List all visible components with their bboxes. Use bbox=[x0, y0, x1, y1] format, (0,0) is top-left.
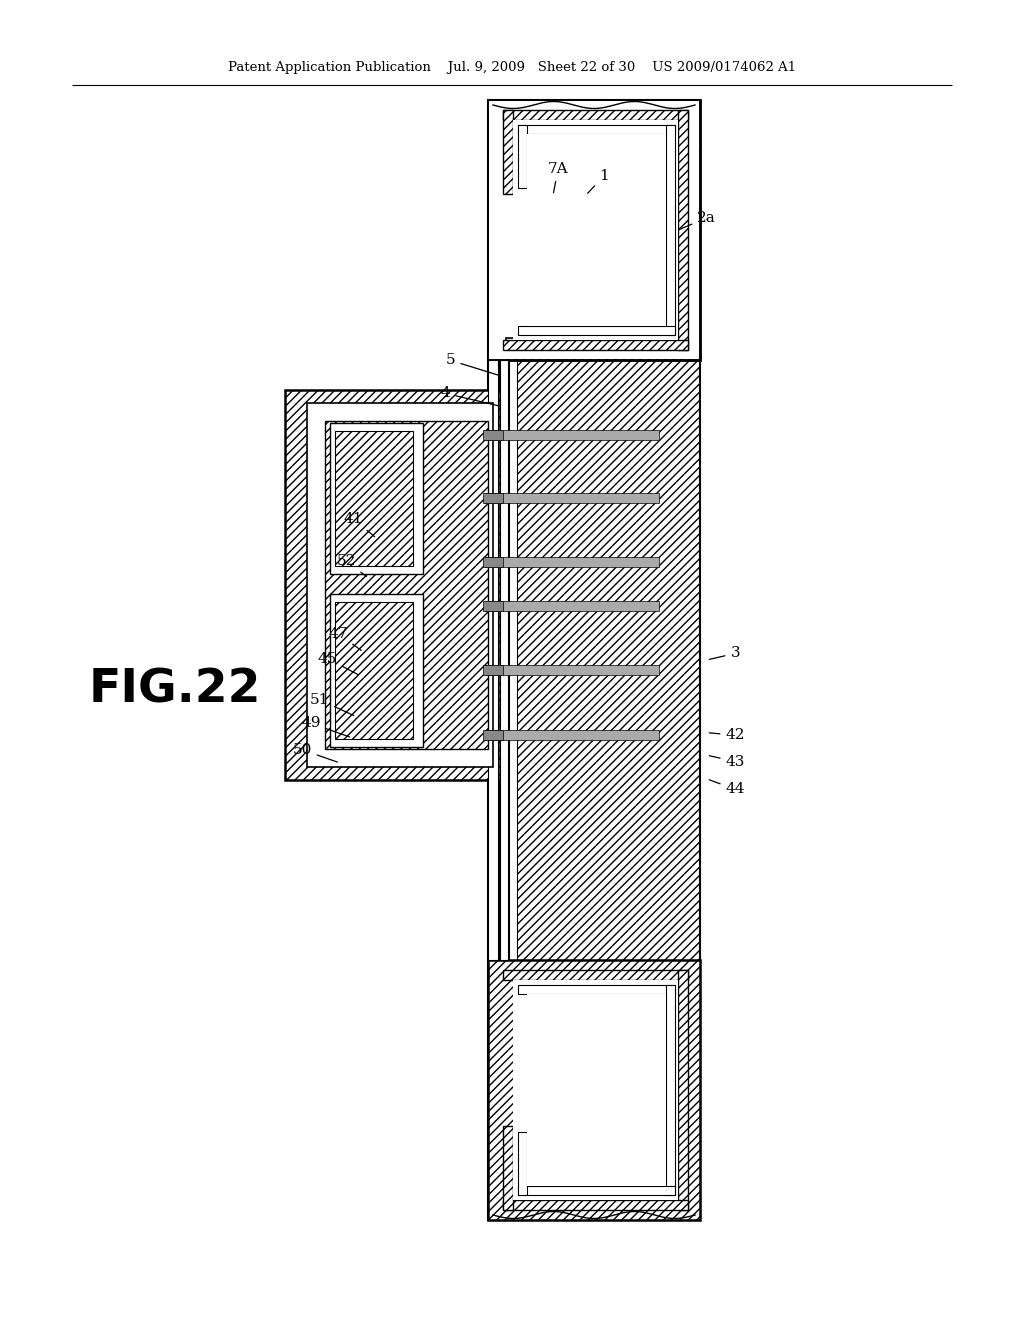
Bar bbox=[489, 102, 699, 359]
Text: 4: 4 bbox=[440, 387, 499, 407]
Bar bbox=[503, 341, 688, 350]
Text: 42: 42 bbox=[710, 729, 745, 742]
Bar bbox=[527, 135, 666, 326]
Text: 1: 1 bbox=[588, 169, 609, 193]
Bar bbox=[485, 430, 658, 440]
Bar bbox=[510, 265, 688, 348]
Bar bbox=[488, 960, 700, 1220]
Text: 45: 45 bbox=[318, 652, 358, 675]
Bar bbox=[485, 557, 658, 568]
Text: 49: 49 bbox=[301, 717, 349, 737]
Bar bbox=[307, 403, 494, 767]
Bar bbox=[509, 106, 517, 1214]
Bar bbox=[499, 106, 507, 1214]
Bar bbox=[335, 602, 414, 739]
Bar bbox=[485, 665, 658, 676]
Bar bbox=[485, 730, 658, 739]
Bar bbox=[330, 424, 423, 574]
Bar bbox=[488, 106, 497, 1214]
Text: Patent Application Publication    Jul. 9, 2009   Sheet 22 of 30    US 2009/01740: Patent Application Publication Jul. 9, 2… bbox=[228, 62, 796, 74]
Bar bbox=[527, 994, 666, 1185]
Text: 41: 41 bbox=[343, 512, 375, 537]
Bar bbox=[518, 1185, 675, 1195]
Text: 7A: 7A bbox=[548, 162, 568, 193]
Bar bbox=[488, 360, 498, 960]
Bar bbox=[483, 494, 503, 503]
Bar bbox=[506, 112, 688, 121]
Bar bbox=[513, 120, 678, 341]
Bar bbox=[483, 730, 503, 739]
Text: 3: 3 bbox=[710, 647, 740, 660]
Bar bbox=[325, 421, 488, 748]
Bar bbox=[488, 100, 700, 360]
Bar bbox=[506, 112, 688, 190]
Bar bbox=[503, 970, 688, 979]
Text: 5: 5 bbox=[445, 354, 499, 375]
Text: 50: 50 bbox=[293, 743, 337, 762]
Bar bbox=[503, 1126, 513, 1210]
Text: 2a: 2a bbox=[678, 211, 716, 230]
Bar bbox=[488, 100, 700, 1220]
Bar bbox=[518, 125, 527, 187]
Text: 51: 51 bbox=[310, 693, 354, 715]
Bar bbox=[503, 1200, 688, 1210]
Text: 47: 47 bbox=[329, 627, 361, 651]
Text: FIG.22: FIG.22 bbox=[89, 668, 261, 713]
Bar bbox=[666, 985, 675, 1195]
Bar bbox=[506, 112, 516, 190]
Bar bbox=[513, 979, 678, 1200]
Bar bbox=[285, 389, 500, 780]
Bar bbox=[503, 110, 513, 194]
Bar bbox=[483, 601, 503, 611]
Text: 43: 43 bbox=[710, 755, 744, 768]
Bar bbox=[503, 110, 688, 120]
Bar bbox=[483, 665, 503, 676]
Bar bbox=[518, 985, 675, 994]
Bar bbox=[483, 430, 503, 440]
Bar bbox=[666, 125, 675, 335]
Bar bbox=[518, 326, 675, 335]
Bar bbox=[526, 190, 688, 265]
Bar bbox=[500, 360, 508, 960]
Bar bbox=[485, 494, 658, 503]
Bar bbox=[488, 100, 700, 360]
Bar bbox=[485, 601, 658, 611]
Bar bbox=[678, 970, 688, 1210]
Bar bbox=[518, 1133, 527, 1195]
Text: 44: 44 bbox=[710, 780, 745, 796]
Bar bbox=[518, 125, 675, 135]
Bar bbox=[678, 112, 688, 348]
Bar bbox=[330, 594, 423, 747]
Bar bbox=[506, 338, 688, 348]
Bar bbox=[483, 557, 503, 568]
Bar bbox=[678, 110, 688, 350]
Bar bbox=[335, 432, 414, 566]
Text: 52: 52 bbox=[337, 554, 367, 577]
